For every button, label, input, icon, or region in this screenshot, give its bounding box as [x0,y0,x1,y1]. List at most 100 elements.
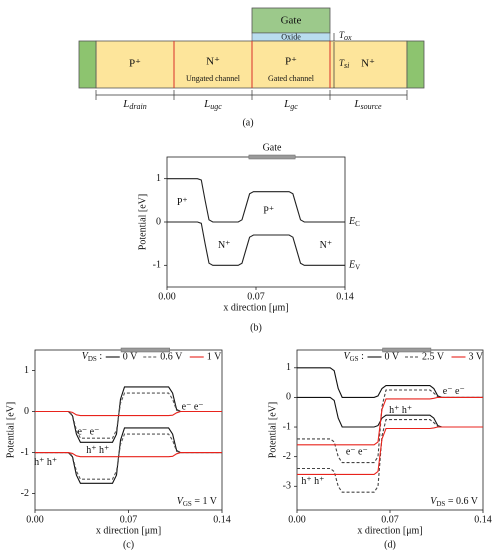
x-tick-label: 0.00 [158,291,176,302]
symbol: L [353,98,360,110]
symbol: V [430,496,438,507]
y-axis-label: Potential [eV] [267,402,278,458]
y-tick-label: 1 [24,365,29,376]
dimension-label: Lsource [353,98,382,111]
text: = 0.6 V [445,496,478,507]
gate-bar [382,347,432,353]
y-tick-label: 0 [24,406,29,417]
subscript: V [355,263,360,271]
y-tick-label: -1 [283,421,291,432]
region-label: N⁺ [361,58,375,70]
y-tick-label: 0 [156,216,161,227]
oxide-label: Oxide [281,32,301,41]
gate-label: Gate [263,142,282,153]
symbol: V [82,351,90,362]
gate-bar [248,154,296,160]
subscript: drain [129,102,146,111]
thickness-label: Tox [339,30,352,42]
gate-label: Gate [281,15,302,27]
x-tick-label: 0.00 [26,514,44,525]
symbol: E [348,216,355,227]
legend-label: 0 V [123,351,138,362]
band-line [297,367,483,398]
dimension-label: Lugc [203,98,222,111]
device-schematic: Gate Oxide P⁺ N⁺ Ungated channel P⁺ Gate… [78,7,425,128]
subscript: GS [350,355,359,363]
y-tick-label: -1 [21,447,29,458]
annotation: h⁺ h⁺ [301,476,324,487]
subscript: DS [88,355,97,363]
legend-label: 1 V [207,351,222,362]
symbol: T [339,58,345,68]
subscript: gc [290,102,298,111]
annotation: N⁺ [218,240,231,251]
x-axis-label: x direction [μm] [357,525,422,536]
dimension-label: Ldrain [122,98,146,111]
band-line [35,392,222,439]
gate-bar [120,347,170,353]
band-line [297,419,483,493]
y-tick-label: 1 [286,362,291,373]
annotation: P⁺ [263,205,274,216]
dimension-label: Lgc [283,98,298,111]
annotation: P⁺ [177,197,188,208]
gate-box [251,7,331,34]
y-axis-label: Potential [eV] [137,194,148,250]
annotation: e⁻ e⁻ [77,426,99,437]
x-tick-label: 0.07 [247,291,265,302]
y-axis-label: Potential [eV] [5,402,16,458]
legend-label: 0 V [385,351,400,362]
x-tick-label: 0.07 [120,514,138,525]
symbol: V [177,496,185,507]
annotation: e⁻ e⁻ [182,402,204,413]
symbol: E [348,260,355,271]
symbol: V [344,351,352,362]
text: : [359,351,364,362]
subscript: ugc [210,102,222,111]
band-line [35,433,222,480]
band-line [297,426,483,475]
band-line [35,410,222,417]
legend-title: VGS : [344,351,364,362]
caption: (c) [123,539,134,550]
subscript: source [361,102,382,111]
y-tick-label: 0 [286,392,291,403]
x-axis-label: x direction [μm] [223,302,288,313]
region-sublabel: Ungated channel [186,74,241,83]
annotation: h⁺ h⁺ [389,405,412,416]
band-line [35,452,222,458]
x-tick-label: 0.00 [288,514,306,525]
subscript: DS [436,500,445,508]
symbol: L [283,98,290,110]
band-line [167,221,345,266]
x-tick-label: 0.14 [336,291,354,302]
region-sublabel: Gated channel [268,74,315,83]
x-tick-label: 0.07 [381,514,399,525]
region-label: N⁺ [206,56,220,68]
plot-frame [296,349,484,511]
text: = 1 V [192,496,218,507]
y-tick-label: -2 [21,488,29,499]
legend-title: VDS : [82,351,102,362]
annotation: h⁺ h⁺ [34,457,57,468]
subscript: C [355,220,360,228]
annotation: h⁺ h⁺ [86,445,109,456]
legend-label: 0.6 V [160,351,183,362]
symbol: T [339,30,345,40]
subscript: si [344,61,349,70]
condition-label: VGS = 1 V [177,496,218,507]
legend-label: 2.5 V [422,351,445,362]
text: : [97,351,102,362]
subscript: GS [183,500,192,508]
x-tick-label: 0.14 [213,514,231,525]
annotation: e⁻ e⁻ [443,386,465,397]
caption: (d) [384,539,396,550]
symbol: L [122,98,129,110]
condition-label: VDS = 0.6 V [430,496,479,507]
band-line [297,389,483,464]
subscript: ox [344,33,352,42]
annotation: N⁺ [320,240,333,251]
annotation: e⁻ e⁻ [346,447,368,458]
dimension-lines [95,90,408,100]
